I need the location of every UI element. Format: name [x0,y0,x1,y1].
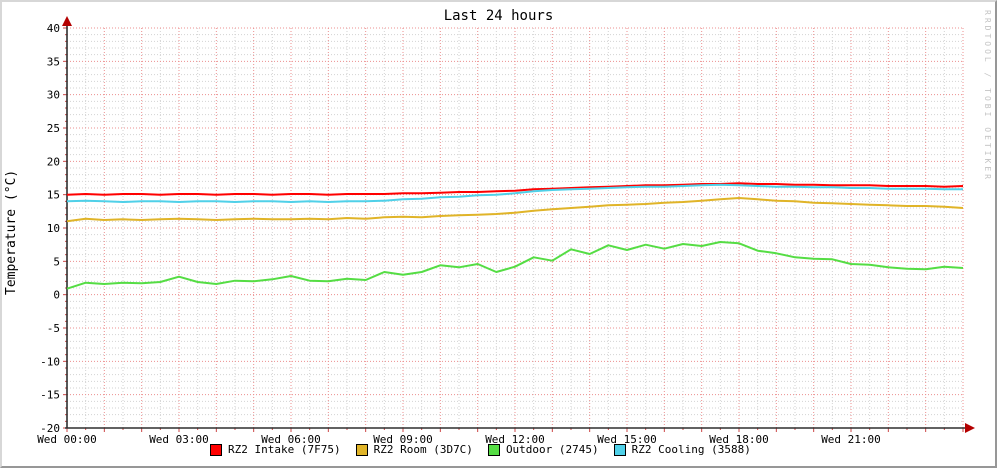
legend-swatch-rz2-intake [210,443,222,456]
y-tick-label: 20 [47,155,60,168]
legend-item-rz2-cooling: RZ2 Cooling (3588) [613,443,751,456]
rrdtool-watermark: RRDTOOL / TOBI OETIKER [983,10,992,182]
x-tick-label: Wed 00:00 [37,433,97,446]
y-tick-label: -20 [40,422,60,435]
x-tick-label: Wed 15:00 [597,433,657,446]
legend-swatch-outdoor [487,443,500,456]
y-tick-label: 40 [47,22,60,35]
legend-item-rz2-intake: RZ2 Intake (7F75) [210,443,341,456]
x-tick-label: Wed 18:00 [709,433,769,446]
y-tick-label: 0 [53,289,60,302]
series-line-1 [66,197,964,223]
legend-label-rz2-cooling: RZ2 Cooling (3588) [631,443,751,456]
y-tick-label: 25 [47,122,60,135]
legend-item-rz2-room: RZ2 Room (3D7C) [355,443,473,456]
x-tick-label: Wed 06:00 [261,433,321,446]
legend-swatch-rz2-room [355,443,368,456]
chart-title: Last 24 hours [443,8,554,24]
x-axis-arrow [965,423,975,433]
legend-item-outdoor: Outdoor (2745) [487,443,599,456]
legend-label-rz2-intake: RZ2 Intake (7F75) [228,443,341,456]
chart-legend: RZ2 Intake (7F75) RZ2 Room (3D7C) Outdoo… [210,443,751,456]
legend-label-outdoor: Outdoor (2745) [505,443,599,456]
y-tick-label: 5 [53,255,60,268]
y-tick-label: 35 [47,55,60,68]
legend-swatch-rz2-cooling [613,443,626,456]
y-tick-label: 30 [47,89,60,102]
y-tick-label: -15 [40,389,60,402]
series-line-2 [66,241,964,290]
series-line-3 [66,183,963,203]
y-tick-label: -10 [40,355,60,368]
x-tick-label: Wed 09:00 [373,433,433,446]
x-tick-label: Wed 03:00 [149,433,209,446]
y-tick-label: 15 [47,189,60,202]
y-tick-label: -5 [47,322,60,335]
y-tick-label: 10 [47,222,60,235]
x-tick-label: Wed 21:00 [821,433,881,446]
y-axis-arrow [62,16,72,26]
series-line-0 [66,182,964,196]
x-tick-label: Wed 12:00 [485,433,545,446]
legend-label-rz2-room: RZ2 Room (3D7C) [373,443,473,456]
